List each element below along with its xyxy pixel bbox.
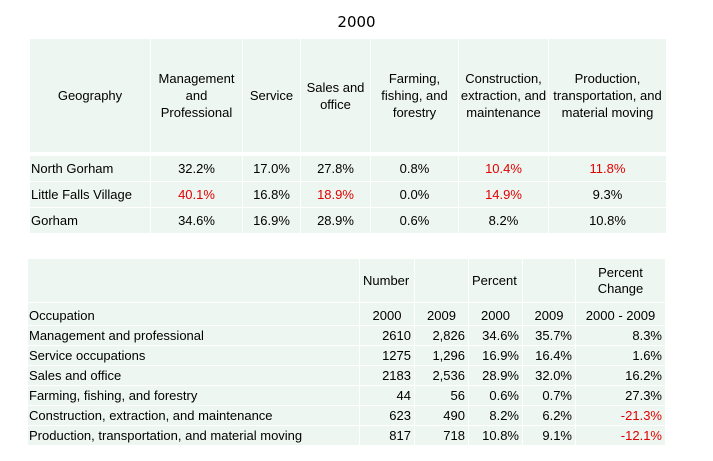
table-cell: 32.0% xyxy=(523,366,576,386)
table-cell: 28.9% xyxy=(469,366,523,386)
table-cell-highlight: 18.9% xyxy=(301,182,371,208)
table-header-row: Occupation 2000 2009 2000 2009 2000 - 20… xyxy=(28,303,666,326)
table-cell: 17.0% xyxy=(243,156,301,182)
table-cell: 8.2% xyxy=(469,406,523,426)
table-cell: 56 xyxy=(415,386,469,406)
table-cell: 16.9% xyxy=(469,346,523,366)
table-cell: 1.6% xyxy=(576,346,666,366)
table-row: Farming, fishing, and forestry 44 56 0.6… xyxy=(28,386,666,406)
table-cell: 718 xyxy=(415,426,469,446)
table-cell: 16.9% xyxy=(243,208,301,234)
page-title: 2000 xyxy=(337,13,376,31)
table-cell: 9.3% xyxy=(549,182,667,208)
table-cell: 0.7% xyxy=(523,386,576,406)
table-cell: 35.7% xyxy=(523,326,576,346)
table-cell: 1,296 xyxy=(415,346,469,366)
table-cell: 8.3% xyxy=(576,326,666,346)
table-cell: 2,826 xyxy=(415,326,469,346)
table-cell: 10.8% xyxy=(469,426,523,446)
table-row: Construction, extraction, and maintenanc… xyxy=(28,406,666,426)
table-cell: 0.8% xyxy=(371,156,459,182)
table-cell-highlight: 11.8% xyxy=(549,156,667,182)
column-header: Management and Professional xyxy=(151,39,243,153)
geography-cell: Little Falls Village xyxy=(30,182,151,208)
occupation-cell: Production, transportation, and material… xyxy=(28,426,360,446)
table-cell: 1275 xyxy=(360,346,415,366)
table-cell: 2,536 xyxy=(415,366,469,386)
table-cell: 44 xyxy=(360,386,415,406)
column-header: 2000 xyxy=(469,303,523,326)
occupation-cell: Farming, fishing, and forestry xyxy=(28,386,360,406)
column-header: Production, transportation, and material… xyxy=(549,39,667,153)
table-cell: 817 xyxy=(360,426,415,446)
column-header: Construction, extraction, and maintenanc… xyxy=(459,39,549,153)
geography-cell: North Gorham xyxy=(30,156,151,182)
table-cell: 27.8% xyxy=(301,156,371,182)
table-cell: 0.6% xyxy=(469,386,523,406)
table-row: Production, transportation, and material… xyxy=(28,426,666,446)
column-header: Geography xyxy=(30,39,151,153)
table-row: Sales and office 2183 2,536 28.9% 32.0% … xyxy=(28,366,666,386)
table-header-row: Geography Management and Professional Se… xyxy=(30,39,667,153)
column-header: 2000 - 2009 xyxy=(576,303,666,326)
table-cell: 16.8% xyxy=(243,182,301,208)
table-cell: 10.8% xyxy=(549,208,667,234)
table-cell: 2610 xyxy=(360,326,415,346)
table-cell: 16.4% xyxy=(523,346,576,366)
table-cell-highlight: 14.9% xyxy=(459,182,549,208)
table-cell: 8.2% xyxy=(459,208,549,234)
column-header: 2009 xyxy=(523,303,576,326)
table-cell: 623 xyxy=(360,406,415,426)
table-cell: 28.9% xyxy=(301,208,371,234)
occupation-cell: Construction, extraction, and maintenanc… xyxy=(28,406,360,426)
occupation-by-geography-table: Geography Management and Professional Se… xyxy=(30,39,667,234)
column-header: Occupation xyxy=(28,303,360,326)
table-cell-highlight: -12.1% xyxy=(576,426,666,446)
table-cell: 490 xyxy=(415,406,469,426)
occupation-cell: Sales and office xyxy=(28,366,360,386)
table-row: Management and professional 2610 2,826 3… xyxy=(28,326,666,346)
table-group-header-row: Number Percent Percent Change xyxy=(28,259,666,303)
group-header-percent-change: Percent Change xyxy=(576,259,666,303)
table-cell: 16.2% xyxy=(576,366,666,386)
group-header-percent: Percent xyxy=(469,259,523,303)
column-header: 2000 xyxy=(360,303,415,326)
column-header: Service xyxy=(243,39,301,153)
group-header-number: Number xyxy=(360,259,415,303)
table-row: North Gorham 32.2% 17.0% 27.8% 0.8% 10.4… xyxy=(30,156,667,182)
table-cell: 9.1% xyxy=(523,426,576,446)
table-cell-highlight: 10.4% xyxy=(459,156,549,182)
occupation-change-table: Number Percent Percent Change Occupation… xyxy=(28,259,666,446)
table-cell-highlight: -21.3% xyxy=(576,406,666,426)
table-row: Little Falls Village 40.1% 16.8% 18.9% 0… xyxy=(30,182,667,208)
table-cell-highlight: 40.1% xyxy=(151,182,243,208)
column-header: 2009 xyxy=(415,303,469,326)
occupation-cell: Service occupations xyxy=(28,346,360,366)
table-cell: 27.3% xyxy=(576,386,666,406)
table-cell: 2183 xyxy=(360,366,415,386)
column-header: Sales and office xyxy=(301,39,371,153)
column-header: Farming, fishing, and forestry xyxy=(371,39,459,153)
table-cell: 6.2% xyxy=(523,406,576,426)
table-row: Gorham 34.6% 16.9% 28.9% 0.6% 8.2% 10.8% xyxy=(30,208,667,234)
table-cell: 32.2% xyxy=(151,156,243,182)
table-cell: 0.6% xyxy=(371,208,459,234)
table-cell: 34.6% xyxy=(469,326,523,346)
table-cell: 34.6% xyxy=(151,208,243,234)
geography-cell: Gorham xyxy=(30,208,151,234)
table-row: Service occupations 1275 1,296 16.9% 16.… xyxy=(28,346,666,366)
occupation-cell: Management and professional xyxy=(28,326,360,346)
table-cell: 0.0% xyxy=(371,182,459,208)
